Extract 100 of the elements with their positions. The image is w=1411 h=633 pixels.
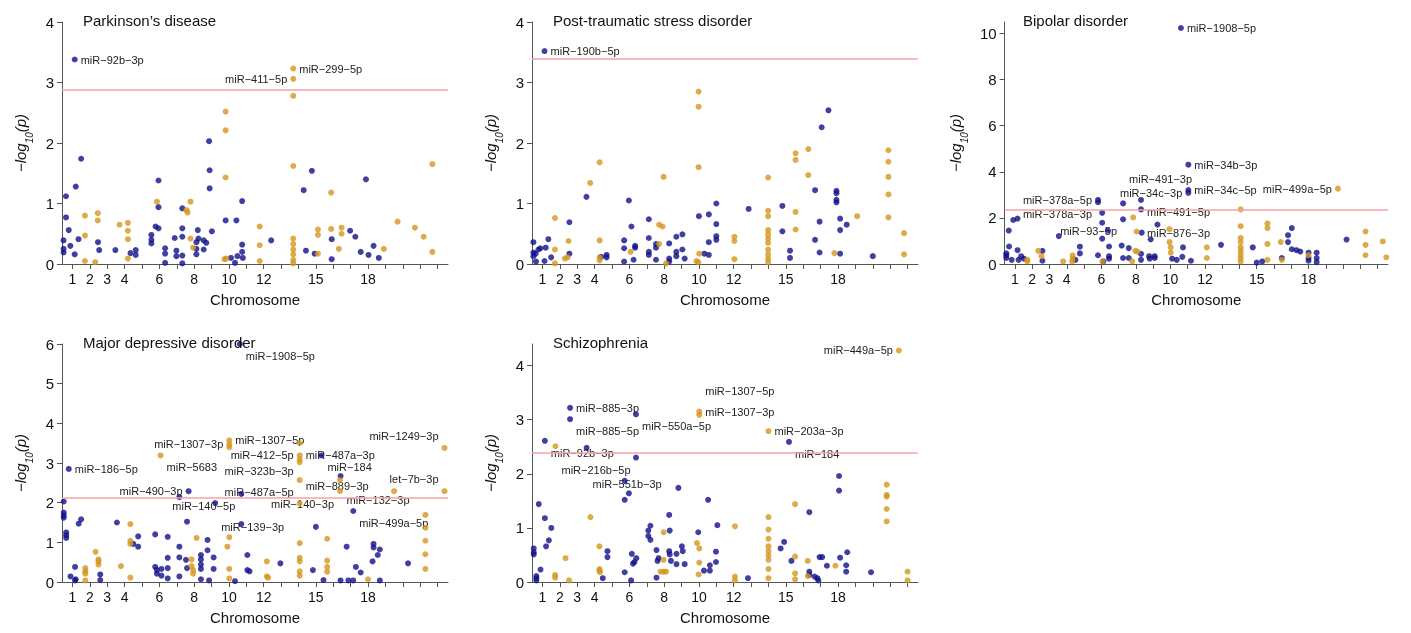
annotation: miR−190b−5p	[550, 45, 620, 58]
x-tick-label: 2	[555, 271, 564, 287]
annotation: miR−1908−5p	[1186, 21, 1257, 34]
y-tick-label: 0	[988, 255, 997, 273]
y-tick-label: 0	[515, 573, 524, 591]
y-tick-label: 0	[45, 573, 54, 591]
chart-title: Bipolar disorder	[1023, 12, 1129, 29]
x-tick-label: 12	[725, 271, 742, 287]
x-axis-title: Chromosome	[209, 609, 301, 626]
y-tick-label: 2	[515, 465, 524, 483]
annotation: miR−499a−5p	[359, 517, 429, 529]
x-tick-label: 6	[155, 589, 164, 605]
annotation: miR−5683	[166, 461, 218, 474]
annotation: miR−885−5p	[576, 425, 640, 438]
x-tick-label: 2	[85, 271, 94, 287]
x-axis-title: Chromosome	[1151, 291, 1242, 308]
annotation: miR−487a−3p	[305, 449, 375, 462]
annotation: miR−490−3p	[119, 485, 183, 498]
y-tick-label: 2	[515, 134, 524, 152]
annotation: miR−1307−5p	[705, 384, 775, 397]
y-tick-label: 6	[45, 335, 54, 353]
annotation: let−7b−3p	[389, 473, 439, 486]
annotation: miR−411−5p	[225, 72, 288, 85]
x-tick-label: 2	[1028, 271, 1037, 287]
annotation: miR−184	[327, 461, 372, 474]
y-tick-label: 4	[45, 13, 54, 31]
x-tick-label: 1	[1011, 271, 1020, 287]
x-tick-label: 8	[190, 589, 199, 605]
annotation: miR−1249−3p	[369, 429, 439, 442]
annotation: miR−889−3p	[305, 480, 369, 493]
y-axis-title: −log10(p)	[482, 433, 505, 493]
annotation: miR−299−5p	[299, 62, 363, 75]
annotation: miR−323b−3p	[224, 465, 294, 478]
y-tick-label: 3	[515, 74, 524, 91]
x-tick-label: 12	[725, 589, 742, 605]
annotation: miR−550a−5p	[641, 420, 712, 433]
y-axis-title: −log10(p)	[12, 113, 35, 173]
x-tick-label: 6	[1097, 271, 1106, 287]
x-tick-label: 15	[778, 589, 794, 605]
x-tick-label: 3	[103, 589, 112, 605]
annotation: miR−34c−5p	[1194, 184, 1257, 197]
annotation: miR−216b−5p	[561, 464, 631, 477]
x-tick-label: 12	[1197, 271, 1213, 287]
annotation: miR−132−3p	[346, 494, 410, 507]
x-tick-label: 4	[590, 589, 599, 605]
x-tick-label: 18	[830, 589, 847, 605]
x-tick-label: 4	[590, 271, 599, 287]
annotation: miR−885−3p	[576, 401, 640, 414]
x-tick-label: 8	[660, 271, 669, 287]
x-tick-label: 1	[538, 589, 547, 605]
annotation: miR−487a−5p	[224, 486, 294, 499]
chart-title: Post-traumatic stress disorder	[553, 12, 753, 29]
x-axis-title: Chromosome	[679, 291, 771, 308]
x-tick-label: 10	[1162, 271, 1179, 287]
x-tick-label: 8	[660, 589, 669, 605]
x-tick-label: 15	[1248, 271, 1265, 287]
x-tick-label: 6	[625, 271, 634, 287]
y-tick-label: 5	[45, 375, 54, 393]
x-tick-label: 2	[85, 589, 94, 605]
annotation: miR−1908−5p	[245, 350, 315, 362]
y-tick-label: 3	[45, 454, 54, 472]
x-tick-label: 18	[830, 271, 847, 287]
y-tick-label: 2	[45, 494, 54, 512]
x-tick-label: 18	[360, 271, 377, 287]
x-tick-label: 15	[778, 271, 794, 287]
x-tick-label: 15	[308, 271, 324, 287]
annotation: miR−140−5p	[172, 499, 236, 512]
y-tick-label: 10	[979, 25, 997, 43]
x-tick-label: 4	[120, 271, 129, 287]
annotation: miR−93−5p	[1060, 225, 1118, 238]
x-tick-label: 10	[221, 589, 237, 605]
x-tick-label: 2	[555, 589, 564, 605]
y-tick-label: 8	[988, 71, 997, 89]
x-tick-label: 3	[103, 271, 112, 287]
x-tick-label: 6	[625, 589, 634, 605]
x-tick-label: 1	[68, 271, 77, 287]
y-axis-title: −log10(p)	[482, 113, 505, 173]
x-tick-label: 10	[691, 271, 707, 287]
annotation: miR−1307−5p	[235, 434, 305, 447]
y-axis-title: −log10(p)	[12, 433, 35, 493]
x-tick-label: 3	[573, 589, 582, 605]
chart-title: Major depressive disorder	[83, 334, 256, 351]
y-tick-label: 1	[45, 195, 54, 212]
x-axis-title: Chromosome	[679, 609, 771, 626]
y-tick-label: 4	[988, 163, 997, 181]
y-tick-label: 1	[45, 533, 54, 551]
annotation: miR−499a−5p	[1262, 182, 1332, 195]
x-tick-label: 18	[1300, 271, 1317, 287]
annotation: miR−491−5p	[1147, 205, 1211, 218]
x-tick-label: 1	[538, 271, 547, 287]
x-tick-label: 10	[691, 589, 707, 605]
y-tick-label: 2	[988, 209, 997, 227]
y-tick-label: 3	[45, 74, 54, 91]
annotation: miR−34c−3p	[1119, 186, 1183, 199]
y-tick-label: 4	[515, 13, 524, 31]
annotation: miR−1307−3p	[705, 405, 775, 418]
y-tick-label: 0	[515, 255, 524, 273]
annotation: miR−412−5p	[230, 449, 294, 462]
annotation: miR−203a−3p	[774, 425, 844, 438]
annotation: miR−378a−5p	[1022, 193, 1093, 206]
